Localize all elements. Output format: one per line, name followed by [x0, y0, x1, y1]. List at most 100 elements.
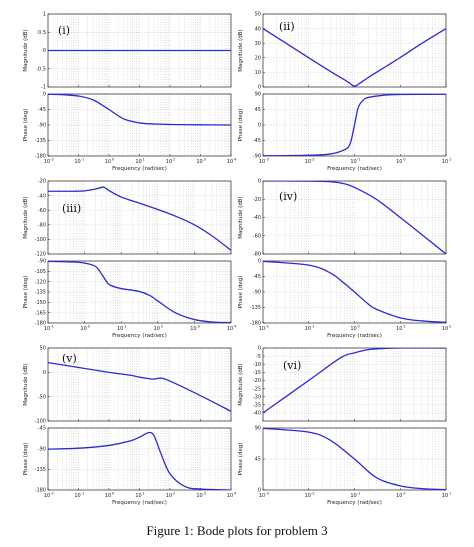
y-tick-label: -25 [253, 386, 261, 392]
panel-label: (ii) [279, 20, 295, 33]
y-tick-label: -60 [38, 208, 46, 214]
panel-3-magnitude: -120 -100 -80 -60 -40 -20 Magnitude (dB) [23, 179, 232, 258]
y-tick-label: 0 [258, 179, 261, 185]
x-tick-label: 10 [227, 159, 233, 165]
x-tick-exponent: 2 [173, 491, 175, 495]
y-tick-label: -80 [38, 223, 46, 229]
y-tick-label: 0 [43, 92, 46, 98]
y-axis-label: Magnitude (dB) [23, 29, 29, 71]
x-tick-exponent: 0 [403, 491, 406, 495]
panel-2-magnitude: 0 10 20 30 40 50 Magnitude (dB) [238, 12, 447, 91]
y-tick-label: -0.5 [36, 66, 46, 72]
magnitude-curve [48, 361, 231, 412]
x-tick-label: 10 [44, 159, 50, 165]
y-tick-label: -180 [35, 154, 46, 160]
panel-label: (iv) [279, 190, 297, 203]
x-tick-label: 10 [117, 326, 123, 332]
x-tick-exponent: 1 [449, 491, 451, 495]
x-tick-label: 10 [259, 326, 265, 332]
x-tick-label: 10 [442, 326, 448, 332]
y-tick-label: 0 [258, 85, 261, 91]
y-tick-label: 0 [43, 48, 46, 54]
y-tick-label: -150 [35, 300, 46, 306]
y-tick-label: 0 [258, 259, 261, 265]
magnitude-curve [48, 186, 231, 251]
x-tick-label: 10 [135, 493, 141, 499]
y-tick-label: 1 [43, 12, 46, 18]
y-tick-label: -20 [253, 378, 261, 384]
x-axis-label: Frequency (rad/sec) [327, 333, 382, 339]
y-tick-label: 0 [258, 488, 261, 494]
y-tick-label: -30 [253, 394, 261, 400]
y-tick-label: -80 [253, 252, 261, 258]
figure-caption: Figure 1: Bode plots for problem 3 [146, 523, 327, 538]
y-tick-label: -180 [35, 321, 46, 327]
x-tick-label: 10 [190, 326, 196, 332]
x-axis-label: Frequency (rad/sec) [112, 333, 167, 339]
x-tick-exponent: 4 [234, 157, 237, 161]
y-tick-label: 30 [255, 41, 261, 47]
phase-curve [48, 261, 231, 323]
x-tick-exponent: 0 [88, 324, 91, 328]
y-tick-label: 45 [255, 457, 261, 463]
x-tick-exponent: 2 [173, 157, 175, 161]
y-tick-label: 0 [258, 123, 261, 129]
x-tick-label: 10 [166, 493, 172, 499]
x-tick-exponent: -2 [50, 157, 54, 161]
y-tick-label: -90 [253, 290, 261, 296]
magnitude-curve [263, 181, 446, 254]
phase-curve [263, 261, 446, 323]
x-tick-label: 10 [105, 493, 111, 499]
x-tick-label: 10 [44, 326, 50, 332]
x-tick-exponent: 3 [204, 157, 206, 161]
y-axis-label: Phase (deg) [238, 443, 244, 476]
x-tick-exponent: 2 [161, 324, 163, 328]
x-tick-label: 10 [442, 159, 448, 165]
panel-1-magnitude: -1 -0.5 0 0.5 1 Magnitude (dB) [23, 12, 232, 91]
y-tick-label: -90 [253, 154, 261, 160]
y-tick-label: 90 [255, 426, 261, 432]
y-axis-label: Phase (deg) [23, 276, 29, 309]
phase-curve [48, 94, 231, 126]
x-tick-exponent: -1 [81, 157, 85, 161]
y-tick-label: -135 [250, 305, 261, 311]
x-tick-label: 10 [396, 326, 402, 332]
x-tick-label: 10 [154, 326, 160, 332]
x-tick-label: 10 [80, 326, 86, 332]
y-tick-label: 50 [40, 346, 46, 352]
y-tick-label: 0 [258, 346, 261, 352]
phase-curve [48, 431, 231, 490]
x-tick-exponent: 4 [234, 491, 237, 495]
y-tick-label: -105 [35, 269, 46, 275]
y-tick-label: -50 [38, 394, 46, 400]
y-tick-label: -1 [41, 85, 46, 91]
y-tick-label: -40 [253, 411, 261, 417]
x-tick-label: 10 [166, 159, 172, 165]
x-tick-exponent: 0 [403, 157, 406, 161]
x-tick-label: 10 [305, 159, 311, 165]
x-tick-label: 10 [259, 493, 265, 499]
x-tick-label: 10 [350, 159, 356, 165]
bode-panel-1: -1 -0.5 0 0.5 1 Magnitude (dB) -180 -135 -90 -45 0… [23, 12, 237, 172]
x-tick-exponent: 1 [403, 324, 405, 328]
panel-label: (vi) [283, 359, 301, 372]
y-tick-label: -45 [38, 107, 46, 113]
y-tick-label: 45 [255, 107, 261, 113]
y-tick-label: -135 [35, 467, 46, 473]
x-axis-label: Frequency (rad/sec) [112, 500, 167, 506]
panel-4-magnitude: -80 -60 -40 -20 0 Magnitude (dB) [238, 179, 447, 258]
x-tick-label: 10 [227, 493, 233, 499]
x-tick-label: 10 [105, 159, 111, 165]
y-tick-label: -100 [35, 419, 46, 425]
y-tick-label: -135 [35, 290, 46, 296]
y-tick-label: 40 [255, 26, 261, 32]
y-tick-label: 50 [255, 12, 261, 18]
x-tick-exponent: -1 [50, 324, 54, 328]
